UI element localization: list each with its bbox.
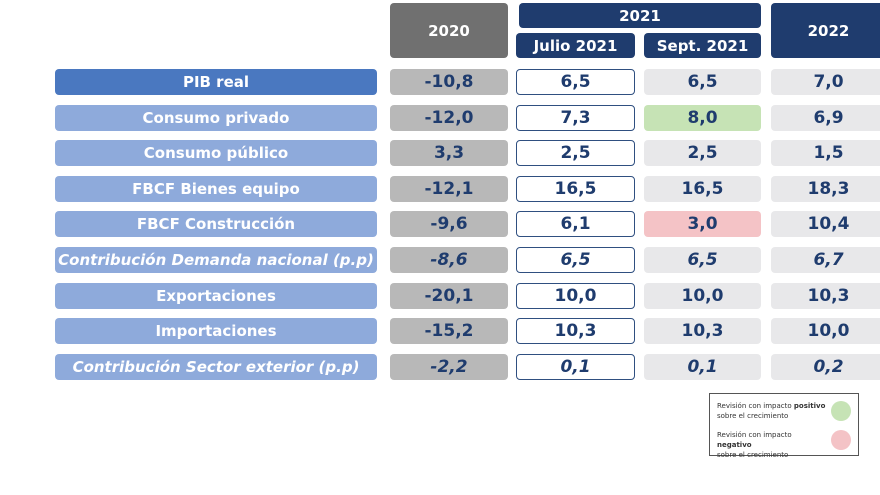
value-cell: -15,2: [390, 318, 508, 345]
value-cell: 6,5: [644, 69, 761, 95]
value-cell: -20,1: [390, 282, 508, 309]
value-cell: -9,6: [390, 211, 508, 238]
header-2020: 2020: [390, 3, 508, 58]
row-label: Exportaciones: [55, 282, 377, 309]
legend-text: Revisión con impacto negativo sobre el cr…: [717, 430, 827, 460]
value-cell: 2,5: [516, 140, 635, 167]
legend-text-post: sobre el crecimiento: [717, 451, 789, 459]
value-cell: 6,7: [771, 247, 880, 273]
row-label: Contribución Demanda nacional (p.p): [55, 247, 377, 273]
value-cell: -2,2: [390, 353, 508, 380]
value-cell: 10,3: [644, 318, 761, 345]
value-cell: 10,3: [771, 282, 880, 309]
row-label: PIB real: [55, 69, 377, 95]
row-label: Consumo privado: [55, 104, 377, 131]
value-cell: 16,5: [516, 175, 635, 202]
legend-text-bold: positivo: [793, 402, 826, 410]
value-cell: 10,0: [644, 282, 761, 309]
value-cell: 1,5: [771, 140, 880, 167]
value-cell: 6,1: [516, 211, 635, 238]
header-2022: 2022: [771, 3, 880, 58]
value-cell: -12,1: [390, 175, 508, 202]
header-2021: 2021: [519, 3, 761, 28]
row-label: Consumo público: [55, 140, 377, 167]
legend-dot: [831, 401, 851, 421]
value-cell: 10,0: [516, 282, 635, 309]
value-cell: 2,5: [644, 140, 761, 167]
value-cell: 0,2: [771, 353, 880, 380]
value-cell: 10,3: [516, 318, 635, 345]
legend-dot: [831, 430, 851, 450]
legend-item: Revisión con impacto positivo sobre el cr…: [717, 399, 857, 423]
value-cell: 8,0: [644, 104, 761, 131]
row-label: FBCF Construcción: [55, 211, 377, 238]
value-cell: 6,5: [516, 247, 635, 273]
value-cell: 16,5: [644, 175, 761, 202]
value-cell: -12,0: [390, 104, 508, 131]
legend-item: Revisión con impacto negativo sobre el cr…: [717, 428, 857, 459]
header-sept: Sept. 2021: [644, 33, 761, 58]
value-cell: 3,3: [390, 140, 508, 167]
value-cell: 10,0: [771, 318, 880, 345]
value-cell: -8,6: [390, 247, 508, 273]
legend-text-bold: negativo: [717, 441, 752, 449]
legend-text-pre: Revisión con impacto: [717, 431, 792, 439]
row-label: FBCF Bienes equipo: [55, 175, 377, 202]
value-cell: 0,1: [516, 353, 635, 380]
value-cell: 10,4: [771, 211, 880, 238]
value-cell: 18,3: [771, 175, 880, 202]
legend-text: Revisión con impacto positivo sobre el cr…: [717, 401, 827, 421]
legend-text-pre: Revisión con impacto: [717, 402, 794, 410]
legend-text-post: sobre el crecimiento: [717, 412, 789, 420]
value-cell: 6,9: [771, 104, 880, 131]
row-label: Contribución Sector exterior (p.p): [55, 353, 377, 380]
value-cell: 7,3: [516, 104, 635, 131]
row-label: Importaciones: [55, 318, 377, 345]
legend: Revisión con impacto positivo sobre el cr…: [709, 393, 859, 459]
value-cell: 7,0: [771, 69, 880, 95]
value-cell: 0,1: [644, 353, 761, 380]
header-julio: Julio 2021: [516, 33, 635, 58]
value-cell: 3,0: [644, 211, 761, 238]
value-cell: 6,5: [644, 247, 761, 273]
value-cell: -10,8: [390, 69, 508, 95]
value-cell: 6,5: [516, 69, 635, 95]
